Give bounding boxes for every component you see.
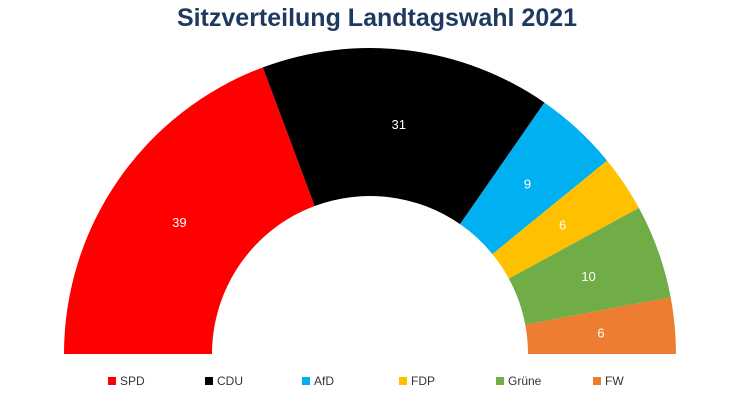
data-label-cdu: 31 [392,117,406,132]
slice-fw [525,297,676,354]
data-label-afd: 9 [524,177,531,192]
legend-label-spd: SPD [120,374,145,388]
legend-swatch-fdp [399,377,407,385]
legend-label-afd: AfD [314,374,334,388]
legend-swatch-spd [108,377,116,385]
legend-label-fw: FW [605,374,624,388]
legend-swatch-afd [302,377,310,385]
legend-label-cdu: CDU [217,374,243,388]
slice-afd [460,102,608,255]
data-label-spd: 39 [172,215,186,230]
legend-swatch-cdu [205,377,213,385]
legend-swatch-grüne [496,377,504,385]
slice-fdp [492,160,639,279]
data-label-grüne: 10 [581,269,595,284]
slice-grüne [508,207,671,325]
slice-cdu [262,48,545,225]
slice-spd [64,67,315,354]
legend-label-grüne: Grüne [508,374,542,388]
legend-swatch-fw [593,377,601,385]
legend-label-fdp: FDP [411,374,435,388]
data-label-fdp: 6 [559,218,566,233]
data-label-fw: 6 [597,325,604,340]
chart-title: Sitzverteilung Landtagswahl 2021 [176,4,578,32]
